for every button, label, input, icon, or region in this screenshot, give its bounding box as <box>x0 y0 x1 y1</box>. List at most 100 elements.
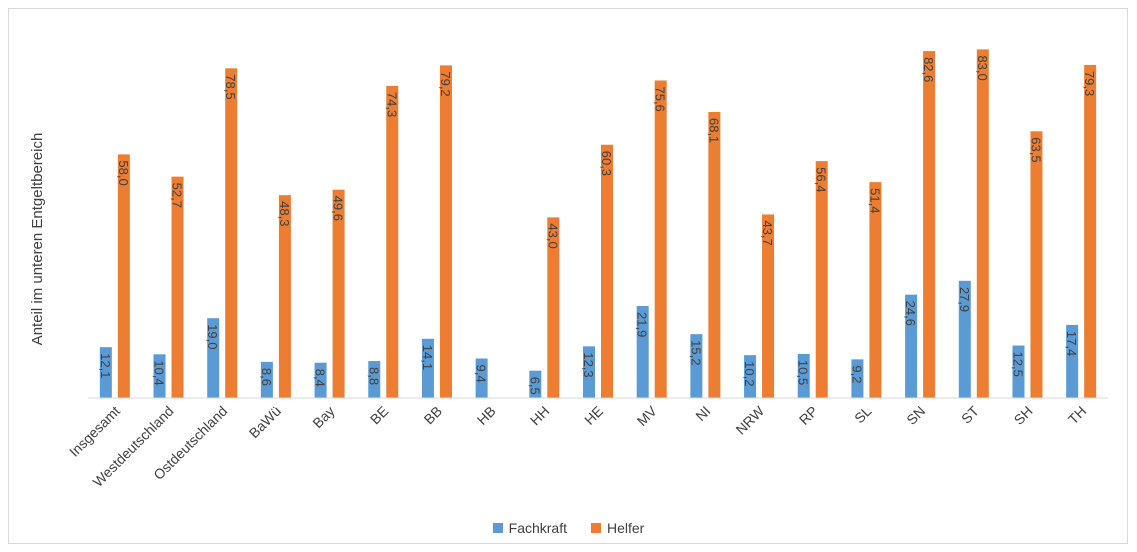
bar-helfer-4 <box>332 189 345 398</box>
x-tick-label-16: ST <box>958 402 982 426</box>
data-label-fachkraft-13: 10,5 <box>796 360 811 385</box>
bar-fachkraft-2 <box>207 318 220 398</box>
data-label-fachkraft-16: 27,9 <box>957 287 972 312</box>
data-label-fachkraft-18: 17,4 <box>1064 331 1079 356</box>
bar-helfer-11 <box>708 111 721 398</box>
bar-fachkraft-15 <box>905 294 918 398</box>
data-label-helfer-13: 56,4 <box>814 167 829 192</box>
chart-frame <box>8 8 1128 544</box>
data-label-helfer-2: 78,5 <box>223 74 238 99</box>
data-label-helfer-4: 49,6 <box>331 196 346 221</box>
data-label-helfer-17: 63,5 <box>1028 137 1043 162</box>
data-label-helfer-3: 48,3 <box>277 201 292 226</box>
x-tick-label-9: HE <box>581 403 606 428</box>
bar-fachkraft-11 <box>690 334 703 398</box>
data-label-fachkraft-7: 9,4 <box>474 365 489 383</box>
data-label-fachkraft-17: 12,5 <box>1010 352 1025 377</box>
bar-fachkraft-17 <box>1012 345 1025 398</box>
data-label-helfer-11: 68,1 <box>706 118 721 143</box>
data-label-fachkraft-5: 8,8 <box>366 367 381 385</box>
bar-helfer-10 <box>654 80 667 398</box>
bar-fachkraft-1 <box>153 354 166 398</box>
data-label-fachkraft-6: 14,1 <box>420 345 435 370</box>
data-label-fachkraft-10: 21,9 <box>635 312 650 337</box>
legend-label-helfer: Helfer <box>607 520 645 536</box>
data-label-helfer-10: 75,6 <box>653 86 668 111</box>
data-label-fachkraft-15: 24,6 <box>903 301 918 326</box>
x-tick-label-0: Insgesamt <box>66 403 123 460</box>
x-tick-label-6: BB <box>421 403 446 428</box>
bar-fachkraft-8 <box>529 370 542 398</box>
data-label-fachkraft-1: 10,4 <box>152 360 167 385</box>
data-label-fachkraft-2: 19,0 <box>205 324 220 349</box>
data-label-helfer-1: 52,7 <box>170 183 185 208</box>
x-tick-label-17: SH <box>1011 403 1036 428</box>
bar-helfer-12 <box>762 214 775 398</box>
x-tick-label-4: Bay <box>309 403 337 431</box>
x-tick-label-3: BaWü <box>246 403 284 441</box>
legend-label-fachkraft: Fachkraft <box>508 520 567 536</box>
bar-helfer-1 <box>171 176 184 398</box>
bar-fachkraft-10 <box>636 306 649 398</box>
data-label-fachkraft-0: 12,1 <box>98 353 113 378</box>
bar-helfer-18 <box>1084 64 1097 398</box>
bar-helfer-5 <box>386 85 399 398</box>
data-label-fachkraft-8: 6,5 <box>527 377 542 395</box>
bar-helfer-8 <box>547 217 560 398</box>
data-label-fachkraft-11: 15,2 <box>688 340 703 365</box>
y-axis-label: Anteil im unteren Entgeltbereich <box>29 133 46 346</box>
data-label-helfer-18: 79,3 <box>1082 71 1097 96</box>
bar-fachkraft-18 <box>1066 324 1079 398</box>
data-label-helfer-12: 43,7 <box>760 220 775 245</box>
bar-helfer-13 <box>815 161 828 398</box>
data-label-helfer-6: 79,2 <box>438 71 453 96</box>
bar-helfer-15 <box>923 51 936 399</box>
bars-layer: 12,1 58,0 10,4 52,7 19,0 78,5 8,6 48,3 8,4 49,6 8,… <box>98 49 1097 399</box>
x-tick-label-13: RP <box>796 403 821 428</box>
bar-helfer-2 <box>225 68 238 399</box>
bar-helfer-16 <box>976 49 989 399</box>
data-label-helfer-15: 82,6 <box>921 57 936 82</box>
legend-swatch-helfer <box>591 523 601 533</box>
bar-fachkraft-4 <box>314 362 327 398</box>
legend-item-helfer: Helfer <box>591 520 644 536</box>
data-label-helfer-14: 51,4 <box>867 188 882 213</box>
bar-helfer-14 <box>869 182 882 398</box>
bar-helfer-9 <box>601 144 613 398</box>
x-tick-label-10: MV <box>634 402 661 429</box>
data-label-helfer-8: 43,0 <box>545 223 560 248</box>
bar-fachkraft-13 <box>797 353 810 398</box>
x-tick-label-5: BE <box>367 403 392 428</box>
x-tick-label-18: TH <box>1065 403 1090 428</box>
data-label-fachkraft-14: 9,2 <box>849 365 864 383</box>
bar-fachkraft-3 <box>260 361 273 398</box>
x-tick-label-14: SL <box>851 403 875 427</box>
data-label-helfer-5: 74,3 <box>384 92 399 117</box>
bar-helfer-0 <box>117 154 130 398</box>
data-label-helfer-16: 83,0 <box>975 55 990 80</box>
bar-fachkraft-14 <box>851 359 864 398</box>
data-label-helfer-0: 58,0 <box>116 160 131 185</box>
bar-fachkraft-12 <box>744 355 757 398</box>
data-label-fachkraft-9: 12,3 <box>581 352 596 377</box>
x-tick-label-15: SN <box>903 403 928 428</box>
data-label-fachkraft-3: 8,6 <box>259 368 274 386</box>
data-label-fachkraft-12: 10,2 <box>742 361 757 386</box>
bar-fachkraft-9 <box>583 346 595 398</box>
bar-fachkraft-16 <box>958 280 971 398</box>
data-label-fachkraft-4: 8,4 <box>313 369 328 387</box>
x-tick-label-8: HH <box>527 403 553 429</box>
x-tick-label-12: NRW <box>732 402 767 437</box>
bar-fachkraft-5 <box>368 361 381 398</box>
legend: Fachkraft Helfer <box>0 520 1137 536</box>
x-tick-label-11: NI <box>692 403 713 424</box>
bar-helfer-6 <box>439 65 452 399</box>
bar-fachkraft-0 <box>99 347 112 398</box>
legend-swatch-fachkraft <box>492 523 503 533</box>
bar-helfer-3 <box>278 195 291 398</box>
x-tick-label-7: HB <box>474 403 499 428</box>
bar-fachkraft-6 <box>421 338 434 398</box>
bar-fachkraft-7 <box>475 358 488 398</box>
